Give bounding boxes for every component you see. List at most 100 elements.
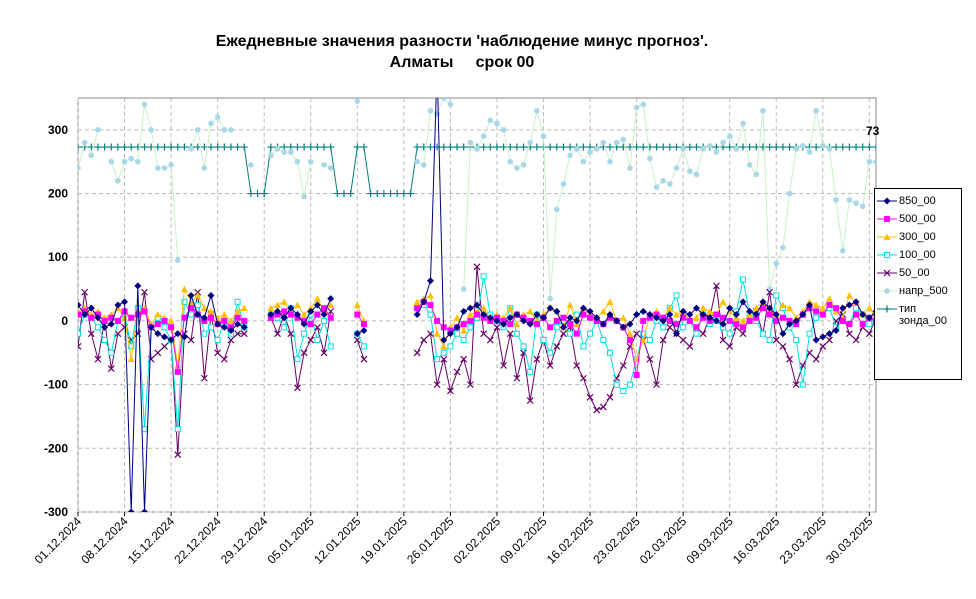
point <box>214 337 221 344</box>
point <box>819 333 827 341</box>
point <box>300 311 308 318</box>
point <box>527 139 533 146</box>
point <box>513 330 520 337</box>
point <box>493 143 501 151</box>
point <box>460 286 467 292</box>
point <box>806 149 813 155</box>
point <box>559 143 567 151</box>
point <box>161 165 168 171</box>
point <box>720 314 727 321</box>
point <box>354 98 361 104</box>
point <box>619 362 627 369</box>
point <box>294 356 301 363</box>
point <box>812 336 820 344</box>
point <box>460 337 467 344</box>
x-tick-label: 19.01.2025 <box>358 514 411 567</box>
point <box>414 305 421 312</box>
point <box>494 120 500 127</box>
point <box>600 139 607 146</box>
point <box>759 305 766 312</box>
point <box>220 355 228 363</box>
point <box>633 104 640 111</box>
point <box>360 321 367 328</box>
point <box>274 146 281 152</box>
x-tick-label: 02.02.2025 <box>451 514 504 567</box>
point <box>281 149 287 155</box>
point <box>373 190 381 198</box>
point <box>426 277 434 285</box>
point <box>474 311 480 318</box>
point <box>267 311 275 319</box>
legend-marker <box>884 288 890 294</box>
point <box>393 190 401 198</box>
point <box>566 301 574 308</box>
point <box>846 321 853 328</box>
point <box>673 311 680 318</box>
point <box>187 291 195 299</box>
point <box>220 323 228 331</box>
point <box>812 355 820 363</box>
legend-label: 50_00 <box>899 267 930 279</box>
point <box>201 330 208 337</box>
point <box>174 368 181 375</box>
point <box>500 127 507 133</box>
point <box>327 143 335 151</box>
point <box>812 301 820 308</box>
point <box>599 320 607 328</box>
legend-label: напр_500 <box>899 285 948 297</box>
point <box>160 143 168 151</box>
point <box>274 330 281 338</box>
point <box>353 301 361 308</box>
point <box>619 323 627 331</box>
point <box>227 336 235 344</box>
point <box>268 152 274 159</box>
point <box>686 143 694 151</box>
point <box>360 326 368 334</box>
point <box>420 336 428 344</box>
point <box>752 311 760 319</box>
point <box>493 317 501 325</box>
point <box>547 349 554 356</box>
point <box>613 381 620 388</box>
point <box>547 295 553 302</box>
y-tick-label: 0 <box>61 314 68 328</box>
point <box>87 304 95 312</box>
point <box>726 133 733 140</box>
point <box>692 314 700 321</box>
point <box>553 317 560 324</box>
point <box>174 426 181 433</box>
chart-subtitle: Алматы срок 00 <box>390 54 535 71</box>
point <box>706 307 714 315</box>
point <box>234 314 241 321</box>
x-tick-label: 16.03.2025 <box>730 514 783 567</box>
point <box>161 342 168 350</box>
point <box>513 311 521 319</box>
point <box>620 136 627 143</box>
point <box>207 291 215 299</box>
point <box>128 314 135 321</box>
legend-marker <box>884 216 890 222</box>
point <box>579 374 587 382</box>
point <box>301 193 307 200</box>
point <box>354 311 361 318</box>
point <box>739 298 747 306</box>
point <box>647 155 653 162</box>
point <box>653 184 660 190</box>
point <box>712 317 720 325</box>
point <box>301 330 308 337</box>
point <box>208 324 214 331</box>
point <box>726 304 734 312</box>
point <box>434 356 441 363</box>
point <box>421 162 427 168</box>
point <box>573 311 580 318</box>
point <box>826 336 833 344</box>
point <box>547 324 554 331</box>
point <box>247 190 255 198</box>
point <box>78 330 81 337</box>
point <box>433 330 441 337</box>
point <box>154 349 162 357</box>
point <box>313 143 321 151</box>
point <box>873 158 876 165</box>
point <box>726 330 733 337</box>
point <box>766 311 773 318</box>
